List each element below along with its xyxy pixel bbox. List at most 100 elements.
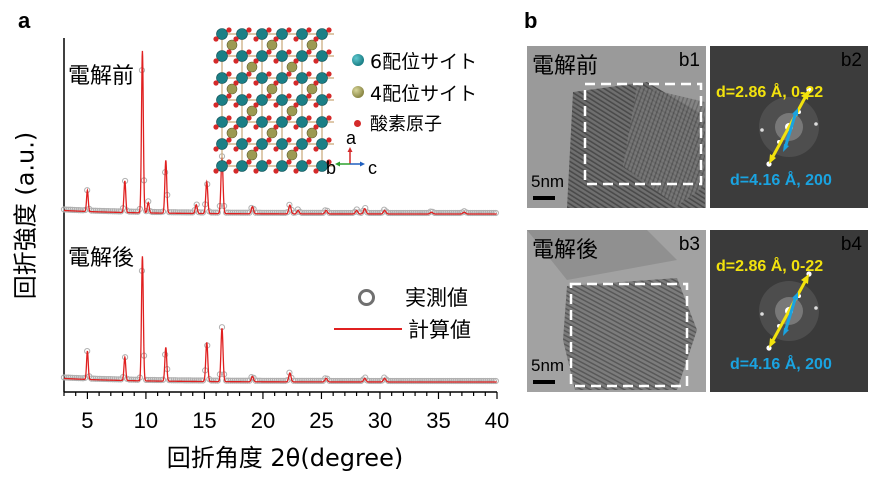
crystal-axes-triad — [335, 147, 365, 167]
tem-before-scale: 5nm — [531, 172, 565, 191]
fft-image-before: b2 d=2.86 Å, 0-22 d=4.16 Å, 200 — [710, 46, 868, 208]
measured-point — [442, 209, 449, 217]
measured-point — [267, 209, 274, 216]
measured-point — [454, 209, 462, 217]
x-tick-label: 30 — [368, 408, 392, 433]
measured-point — [343, 377, 350, 385]
measured-point — [96, 375, 103, 382]
measured-point — [71, 374, 78, 382]
measured-point — [410, 209, 417, 217]
measured-point — [88, 207, 95, 214]
measured-point — [345, 377, 352, 385]
measured-point — [452, 377, 459, 385]
measured-point — [185, 377, 192, 384]
measured-point — [233, 209, 240, 216]
measured-point — [421, 377, 428, 385]
measured-point — [343, 209, 350, 217]
measured-point — [174, 377, 181, 384]
measured-point — [195, 377, 202, 384]
measured-point — [442, 377, 449, 385]
measured-point — [252, 209, 259, 216]
measured-point — [463, 377, 470, 385]
measured-point — [109, 208, 116, 215]
open-circle-icon — [358, 288, 375, 306]
measured-point — [105, 376, 112, 383]
measured-point — [480, 209, 487, 217]
xrd-chart: 5 10 15 20 25 30 35 40 — [60, 38, 509, 433]
measured-point — [406, 209, 413, 217]
measured-point — [60, 374, 68, 381]
measured-point — [488, 209, 495, 217]
measured-point — [229, 209, 236, 216]
measured-point — [223, 377, 230, 384]
measured-point — [77, 375, 84, 382]
measured-point — [477, 377, 485, 385]
measured-point — [490, 377, 497, 385]
measured-point — [275, 209, 282, 216]
measured-point — [199, 377, 207, 384]
measured-point — [336, 209, 344, 217]
measured-point — [172, 209, 179, 216]
measured-point — [437, 377, 445, 385]
axis-a-label: a — [346, 128, 357, 148]
measured-point — [225, 377, 232, 384]
measured-point — [311, 209, 318, 217]
measured-point — [100, 207, 108, 215]
measured-point — [279, 377, 287, 384]
axis-b-label: b — [326, 158, 337, 178]
measured-point — [456, 377, 464, 385]
measured-point — [65, 374, 72, 381]
measured-point — [263, 377, 270, 384]
structure-legend: 6配位サイト 4配位サイト 酸素原子 — [352, 44, 522, 138]
measured-point — [77, 207, 84, 214]
measured-point — [96, 207, 103, 214]
measured-point — [395, 377, 403, 385]
measured-point — [446, 209, 453, 217]
measured-point — [471, 209, 478, 217]
measured-point — [115, 208, 122, 215]
measured-point — [277, 209, 285, 216]
measured-point — [484, 209, 491, 217]
measured-point — [313, 209, 320, 217]
measured-point — [332, 209, 339, 217]
measured-point — [372, 377, 379, 385]
measured-point — [178, 377, 186, 384]
red-sphere-icon — [354, 119, 361, 127]
measured-point — [279, 209, 287, 216]
measured-point — [239, 209, 247, 216]
measured-point — [214, 209, 221, 216]
measured-point — [387, 377, 394, 385]
measured-point — [397, 377, 405, 385]
measured-point — [486, 377, 493, 385]
measured-point — [92, 375, 99, 382]
measured-point — [330, 209, 337, 217]
measured-point — [109, 376, 116, 383]
measured-point — [153, 208, 160, 216]
tem-after-scale: 5nm — [531, 356, 565, 375]
measured-point — [309, 209, 316, 216]
measured-point — [155, 376, 162, 384]
measured-point — [448, 209, 455, 217]
measured-series-0 — [60, 67, 499, 217]
measured-point — [492, 209, 499, 217]
measured-point — [440, 377, 447, 385]
measured-point — [402, 209, 409, 217]
measured-point — [410, 377, 417, 385]
measured-point — [368, 377, 375, 385]
measured-point — [391, 377, 398, 385]
legend-item-tetrahedral: 4配位サイト — [352, 76, 522, 108]
measured-point — [486, 209, 493, 217]
measured-point — [482, 209, 489, 217]
measured-point — [303, 209, 310, 216]
measured-point — [305, 377, 312, 384]
x-tick-label: 5 — [81, 408, 93, 433]
measured-point — [98, 207, 106, 215]
measured-point — [103, 375, 110, 383]
measured-point — [315, 377, 322, 385]
measured-point — [433, 209, 440, 217]
measured-point — [345, 209, 352, 217]
measured-point — [490, 209, 497, 217]
measured-point — [159, 376, 167, 383]
measured-point — [385, 209, 392, 217]
fft-before-d1: d=2.86 Å, 0-22 — [716, 84, 824, 101]
